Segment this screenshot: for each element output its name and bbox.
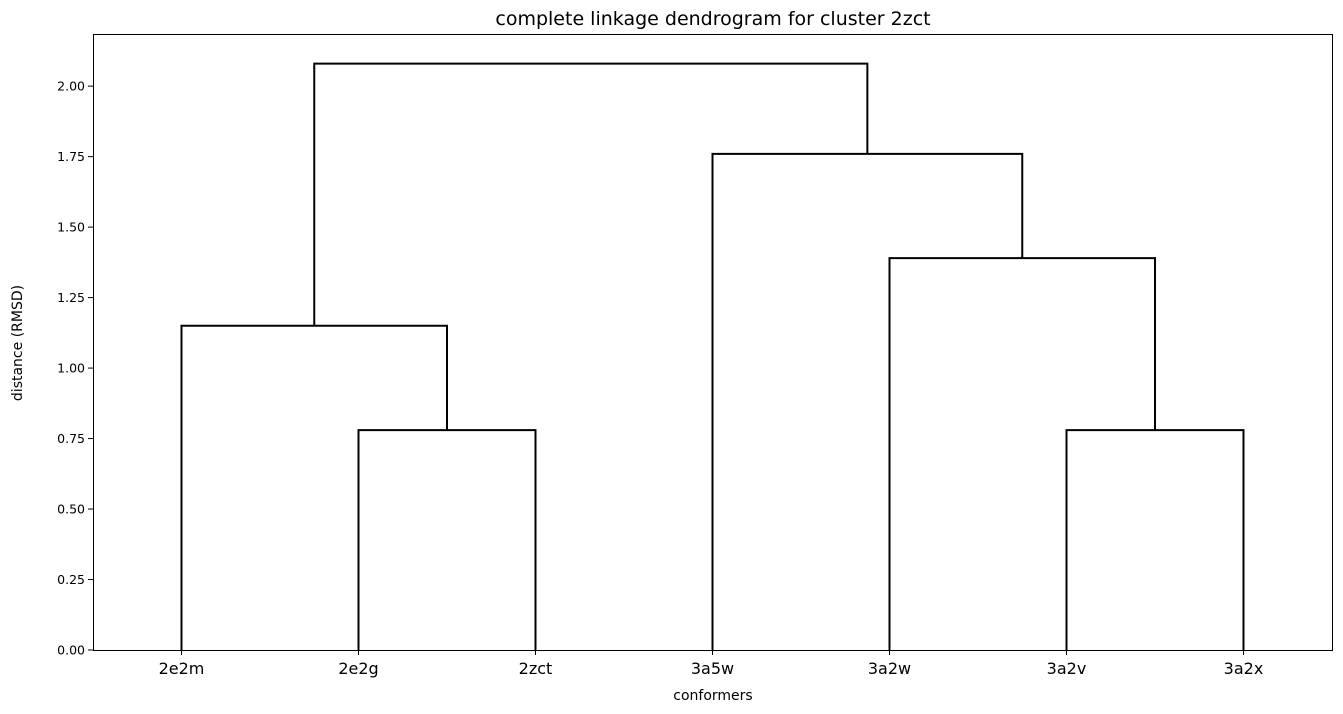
dendrogram-link-4 [888, 257, 1156, 650]
y-tick-label: 1.25 [57, 290, 85, 305]
y-tick-label: 2.00 [57, 79, 85, 94]
dendrogram-link-6 [313, 62, 869, 326]
y-tick-label: 1.75 [57, 149, 85, 164]
dendrogram-link-2 [1065, 429, 1245, 650]
y-axis-label: distance (RMSD) [10, 285, 26, 401]
leaf-label-2zct: 2zct [519, 659, 553, 678]
dendrogram-links [180, 62, 1245, 650]
y-tick-label: 1.50 [57, 220, 85, 235]
y-tick-label: 0.00 [57, 643, 85, 658]
x-axis-label: conformers [673, 688, 752, 704]
leaf-label-3a2w: 3a2w [868, 659, 911, 678]
leaf-label-3a5w: 3a5w [691, 659, 734, 678]
y-axis-ticks: 0.00 0.25 0.50 0.75 1.00 1.25 1.50 1.75 2.00 [57, 79, 93, 658]
y-tick-label: 0.75 [57, 431, 85, 446]
leaf-label-3a2x: 3a2x [1224, 659, 1264, 678]
dendrogram-link-1 [357, 429, 537, 650]
y-tick-label: 1.00 [57, 361, 85, 376]
x-axis-ticks: 2e2m 2e2g 2zct 3a5w 3a2w 3a2v 3a2x [159, 650, 1264, 678]
y-tick-label: 0.50 [57, 502, 85, 517]
leaf-label-3a2v: 3a2v [1047, 659, 1087, 678]
chart-title: complete linkage dendrogram for cluster … [495, 8, 930, 30]
leaf-label-2e2g: 2e2g [338, 659, 378, 678]
dendrogram-link-3 [180, 324, 448, 650]
leaf-label-2e2m: 2e2m [159, 659, 205, 678]
dendrogram-link-5 [711, 152, 1024, 650]
y-tick-label: 0.25 [57, 572, 85, 587]
